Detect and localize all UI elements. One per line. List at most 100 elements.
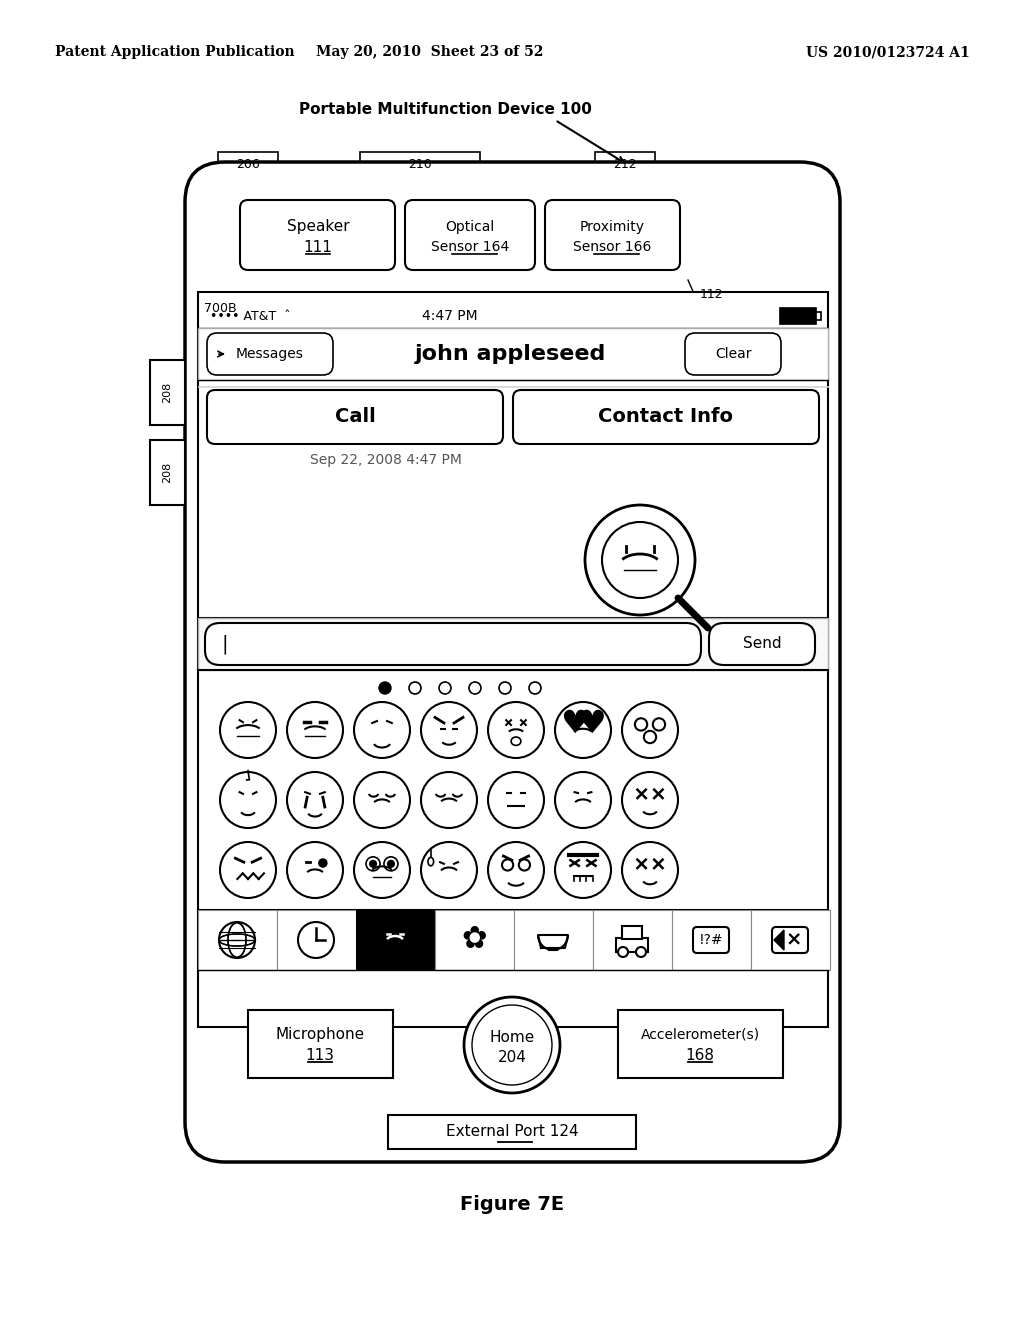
Text: |: |	[222, 634, 228, 653]
Bar	[198, 909, 278, 970]
Circle shape	[421, 842, 477, 898]
Text: ♥: ♥	[560, 709, 589, 741]
Text: Speaker: Speaker	[287, 219, 349, 235]
FancyBboxPatch shape	[513, 389, 819, 444]
Bar	[360, 152, 480, 176]
Bar	[388, 1115, 636, 1148]
Text: Home: Home	[489, 1030, 535, 1044]
Circle shape	[375, 920, 415, 960]
Circle shape	[653, 718, 666, 730]
Circle shape	[555, 842, 611, 898]
Bar	[622, 927, 642, 939]
Bar	[198, 292, 828, 1027]
Bar	[514, 909, 593, 970]
Text: 204: 204	[498, 1049, 526, 1064]
Circle shape	[618, 946, 628, 957]
Bar	[435, 909, 514, 970]
Ellipse shape	[428, 858, 433, 866]
Text: 4:47 PM: 4:47 PM	[422, 309, 478, 323]
Text: 208: 208	[162, 381, 172, 403]
Text: Microphone: Microphone	[275, 1027, 365, 1041]
Bar	[356, 909, 435, 970]
Circle shape	[298, 921, 334, 958]
Text: 206: 206	[237, 157, 260, 170]
Circle shape	[388, 861, 394, 867]
Circle shape	[384, 857, 398, 871]
Text: 113: 113	[305, 1048, 335, 1063]
Bar	[618, 1010, 783, 1078]
Circle shape	[421, 772, 477, 828]
FancyBboxPatch shape	[205, 623, 701, 665]
FancyBboxPatch shape	[207, 333, 333, 375]
FancyBboxPatch shape	[693, 927, 729, 953]
Circle shape	[488, 842, 544, 898]
Circle shape	[354, 842, 410, 898]
Circle shape	[287, 842, 343, 898]
Text: 700B: 700B	[204, 301, 237, 314]
Circle shape	[469, 682, 481, 694]
Text: Sep 22, 2008 4:47 PM: Sep 22, 2008 4:47 PM	[310, 453, 462, 467]
Circle shape	[488, 772, 544, 828]
Circle shape	[622, 772, 678, 828]
Circle shape	[370, 861, 377, 867]
Text: Sensor 166: Sensor 166	[572, 240, 651, 253]
Text: ×: ×	[785, 931, 802, 949]
Text: ✿: ✿	[461, 925, 486, 954]
FancyBboxPatch shape	[709, 623, 815, 665]
FancyBboxPatch shape	[406, 201, 535, 271]
Text: Send: Send	[742, 636, 781, 652]
Circle shape	[499, 682, 511, 694]
Circle shape	[636, 946, 646, 957]
Text: 208: 208	[162, 462, 172, 483]
Bar	[595, 152, 655, 176]
Circle shape	[366, 857, 380, 871]
Text: US 2010/0123724 A1: US 2010/0123724 A1	[806, 45, 970, 59]
Bar	[780, 308, 816, 323]
Circle shape	[421, 702, 477, 758]
Text: Optical: Optical	[445, 220, 495, 234]
Circle shape	[379, 682, 391, 694]
Bar	[278, 909, 356, 970]
Circle shape	[318, 859, 327, 867]
Text: Contact Info: Contact Info	[598, 408, 733, 426]
Circle shape	[644, 731, 656, 743]
Bar	[593, 909, 672, 970]
Text: 112: 112	[700, 289, 724, 301]
FancyBboxPatch shape	[185, 162, 840, 1162]
Circle shape	[354, 772, 410, 828]
Text: 212: 212	[613, 157, 637, 170]
Text: 210: 210	[409, 157, 432, 170]
Circle shape	[519, 859, 530, 871]
FancyBboxPatch shape	[772, 927, 808, 953]
Circle shape	[622, 842, 678, 898]
Bar	[198, 618, 828, 671]
Circle shape	[287, 702, 343, 758]
FancyBboxPatch shape	[685, 333, 781, 375]
Text: Figure 7E: Figure 7E	[460, 1196, 564, 1214]
Circle shape	[354, 702, 410, 758]
Text: External Port 124: External Port 124	[445, 1125, 579, 1139]
Polygon shape	[538, 935, 568, 948]
Circle shape	[472, 1005, 552, 1085]
Text: ♥: ♥	[578, 709, 606, 741]
Circle shape	[635, 718, 647, 730]
Circle shape	[220, 772, 276, 828]
Bar	[198, 327, 828, 380]
Ellipse shape	[511, 737, 521, 746]
Bar	[150, 440, 185, 506]
Circle shape	[488, 702, 544, 758]
Circle shape	[555, 702, 611, 758]
Circle shape	[622, 702, 678, 758]
FancyBboxPatch shape	[207, 389, 503, 444]
Circle shape	[529, 682, 541, 694]
Text: Call: Call	[335, 408, 376, 426]
Circle shape	[220, 702, 276, 758]
Circle shape	[464, 997, 560, 1093]
Text: 111: 111	[303, 240, 333, 256]
Bar	[751, 909, 830, 970]
Text: Patent Application Publication: Patent Application Publication	[55, 45, 295, 59]
Bar	[150, 360, 185, 425]
Circle shape	[220, 842, 276, 898]
Circle shape	[585, 506, 695, 615]
Circle shape	[287, 772, 343, 828]
